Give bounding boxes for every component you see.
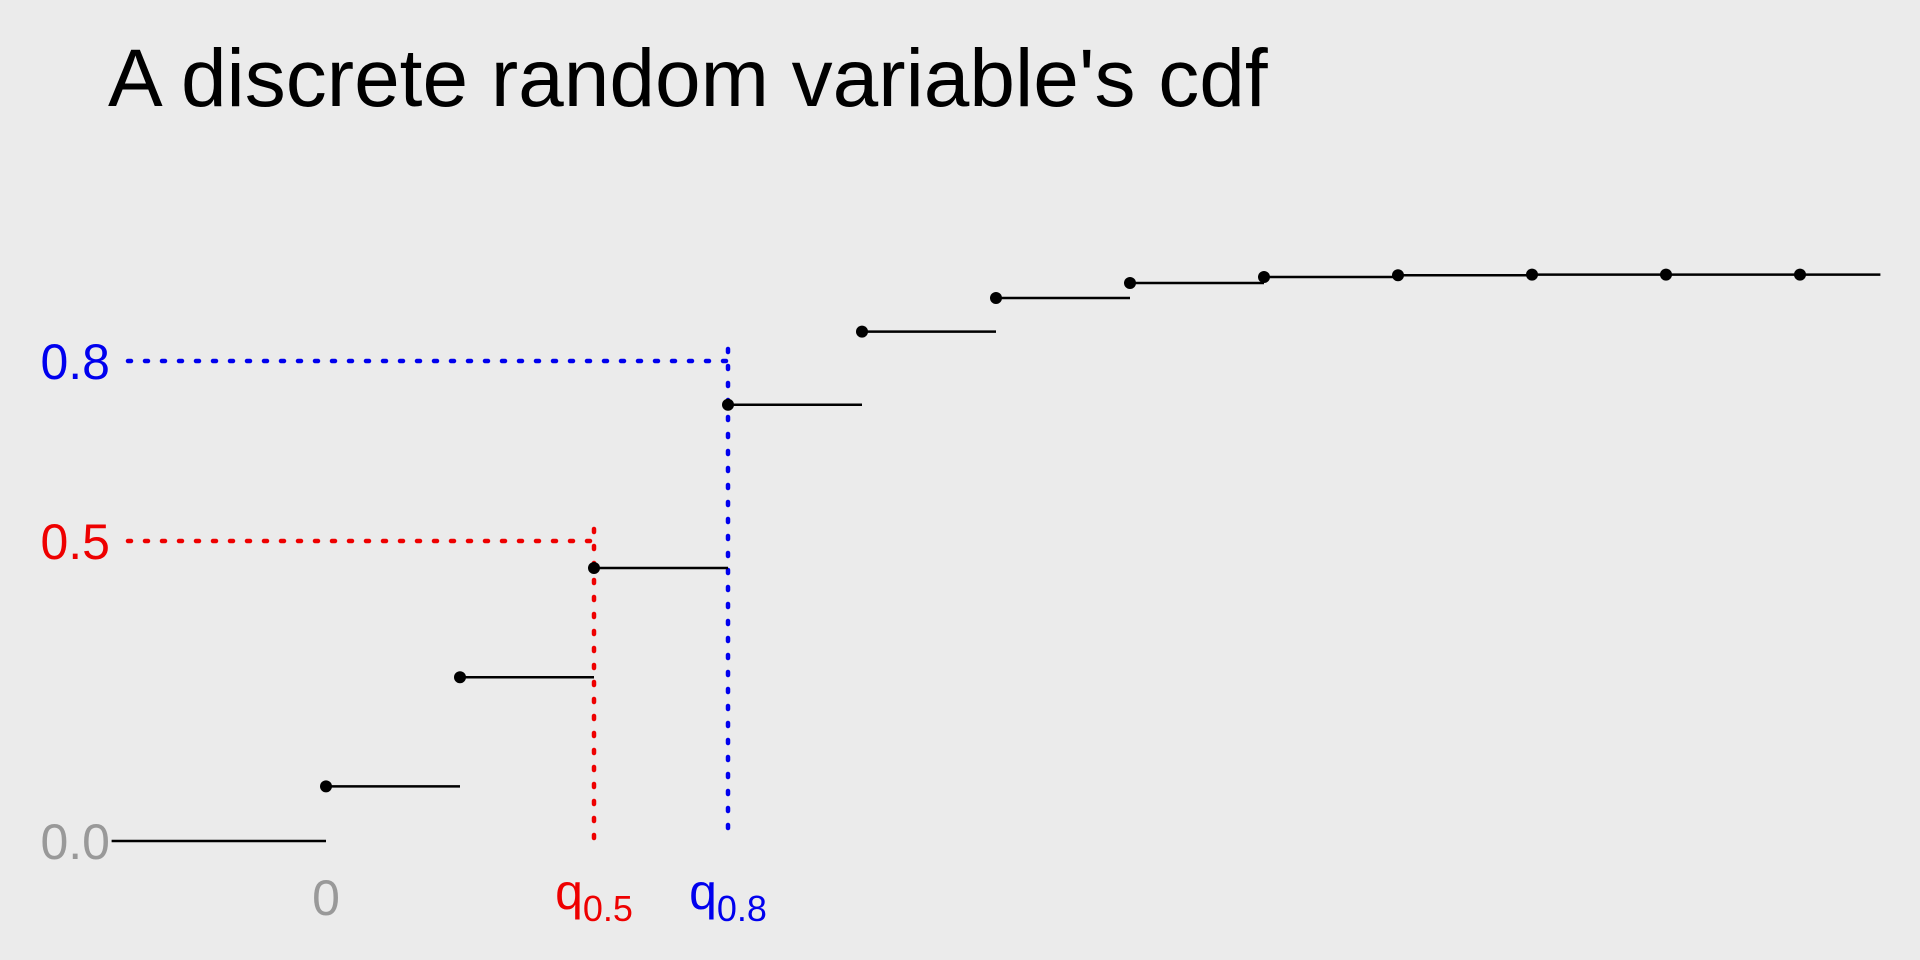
cdf-point [588, 562, 600, 574]
y-tick-label: 0.0 [40, 814, 110, 870]
cdf-point [722, 398, 734, 411]
cdf-point [1258, 271, 1270, 283]
cdf-point [1392, 269, 1404, 282]
x-tick-label: 0 [312, 870, 340, 926]
y-tick-label: 0.5 [40, 514, 110, 570]
cdf-point [990, 292, 1002, 304]
x-quantile-label: q0.5 [555, 864, 633, 929]
cdf-point [1526, 268, 1538, 281]
cdf-point [1794, 268, 1806, 281]
chart-title: A discrete random variable's cdf [108, 33, 1268, 124]
x-quantile-label: q0.8 [689, 864, 767, 929]
cdf-point [320, 780, 332, 793]
cdf-point [454, 671, 466, 684]
cdf-point [1124, 277, 1136, 289]
cdf-point [856, 325, 868, 338]
y-tick-label: 0.8 [40, 334, 110, 390]
cdf-point [1660, 268, 1672, 281]
